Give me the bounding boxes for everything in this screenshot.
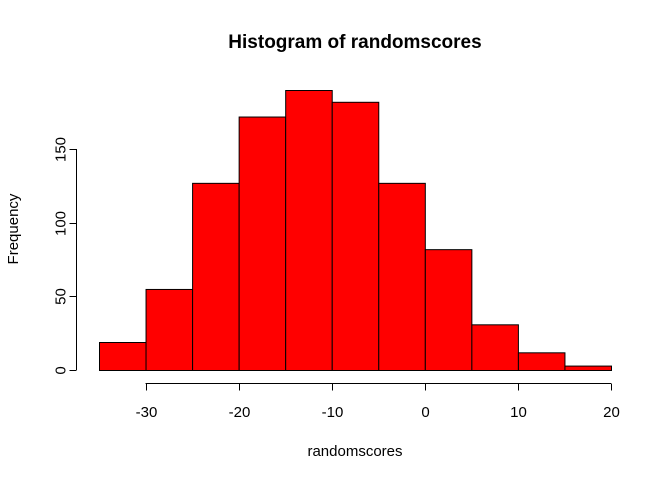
histogram-bar [378, 182, 426, 371]
x-tick-label: 20 [603, 404, 620, 421]
y-tick-label: 0 [53, 366, 70, 374]
histogram-bar [424, 249, 473, 371]
histogram-bar [331, 101, 380, 372]
x-axis: -30 -20 -10 0 10 20 [136, 383, 620, 421]
y-axis: 0 50 100 150 [53, 137, 77, 375]
x-tick-label: 10 [510, 404, 527, 421]
x-tick-label: 0 [421, 404, 429, 421]
x-tick-label: -20 [229, 404, 251, 421]
y-tick-label: 50 [53, 288, 70, 305]
y-tick-label: 100 [53, 211, 70, 236]
histogram-bar [285, 90, 333, 371]
histogram-bar [145, 288, 194, 371]
histogram-bar [564, 365, 612, 372]
x-tick-label: -30 [136, 404, 158, 421]
chart-title: Histogram of randomscores [228, 32, 481, 53]
histogram-bar [192, 182, 240, 371]
histogram-bar [471, 324, 519, 372]
y-axis-label: Frequency [5, 193, 22, 264]
histogram-bar [238, 116, 287, 371]
histogram-bar [517, 352, 566, 372]
x-axis-label: randomscores [307, 443, 402, 460]
histogram-bar [99, 342, 147, 371]
y-tick-label: 150 [53, 137, 70, 162]
x-tick-label: -10 [322, 404, 344, 421]
bars-group [99, 90, 612, 372]
